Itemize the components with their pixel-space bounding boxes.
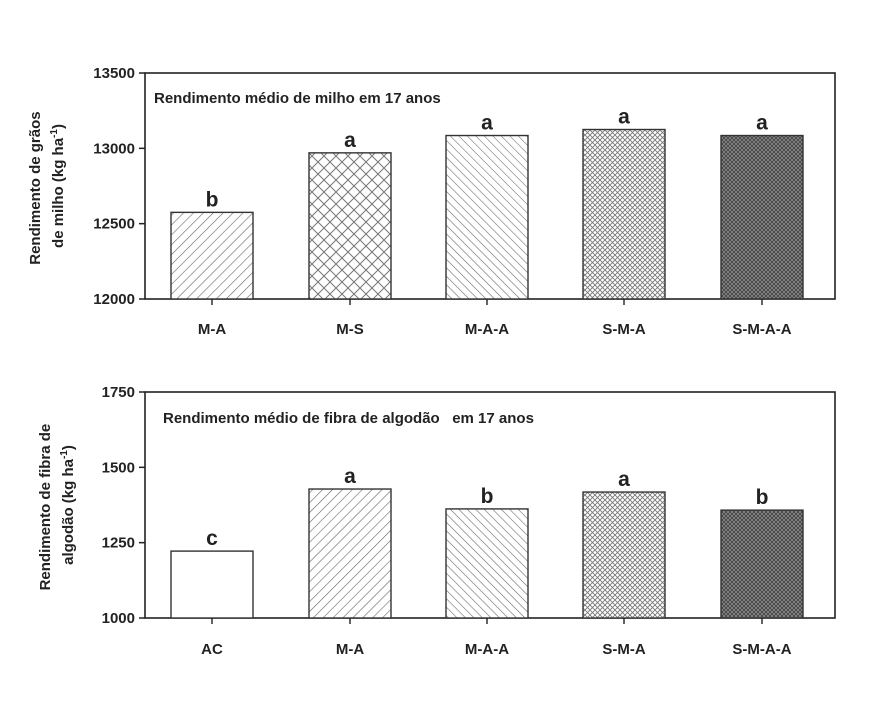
significance-letter: a [618,106,630,129]
bar-m-a [308,488,392,619]
y-tick-label: 12500 [93,216,135,233]
cotton-yield-chart: Rendimento médio de fibra de algodão em … [37,384,836,658]
bar-m-s [308,152,392,300]
x-tick-label: S-M-A-A [732,321,791,338]
x-tick-label: AC [201,641,223,658]
significance-letter: a [344,129,356,152]
bar-ac [170,550,254,619]
chart-title: Rendimento médio de milho em 17 anos [154,90,441,107]
bar-m-a-a [445,134,529,300]
bar-s-m-a [582,491,666,619]
significance-letter: a [481,112,493,135]
x-tick-label: M-A-A [465,321,509,338]
bar-m-a [170,211,254,300]
bar-m-a-a [445,508,529,619]
y-tick-label: 13000 [93,140,135,157]
y-tick-label: 1250 [102,535,135,552]
corn-yield-chart: Rendimento médio de milho em 17 anos Ren… [27,65,836,338]
significance-letter: c [206,527,218,550]
bar-s-m-a-a [720,509,804,619]
significance-letter: b [206,188,219,211]
bars: b M-A a M-S a M-A-A a S-M-A a S-M-A-A [170,106,804,338]
x-tick-label: M-A-A [465,641,509,658]
significance-letter: b [756,486,769,509]
y-tick-label: 1750 [102,384,135,401]
x-tick-label: S-M-A [602,641,645,658]
x-tick-label: M-A [198,321,226,338]
bar-s-m-a-a [720,134,804,300]
bar-s-m-a [582,128,666,300]
significance-letter: a [344,465,356,488]
x-tick-label: M-A [336,641,364,658]
y-tick-label: 12000 [93,291,135,308]
x-tick-label: S-M-A [602,321,645,338]
significance-letter: b [481,485,494,508]
x-tick-label: S-M-A-A [732,641,791,658]
x-tick-label: M-S [336,321,364,338]
y-tick-label: 1500 [102,459,135,476]
y-axis-label: Rendimento de fibra de algodão (kg ha-1) [37,420,77,591]
y-tick-label: 1000 [102,610,135,627]
y-axis-ticks: 12000 12500 13000 13500 [93,65,145,308]
significance-letter: a [756,112,768,135]
chart-title: Rendimento médio de fibra de algodão em … [163,410,534,427]
significance-letter: a [618,468,630,491]
y-axis-ticks: 1000 1250 1500 1750 [102,384,145,627]
y-axis-label: Rendimento de grãos de milho (kg ha-1) [27,107,67,265]
y-tick-label: 13500 [93,65,135,82]
bars: c AC a M-A b M-A-A a S-M-A b S-M-A-A [170,465,804,658]
